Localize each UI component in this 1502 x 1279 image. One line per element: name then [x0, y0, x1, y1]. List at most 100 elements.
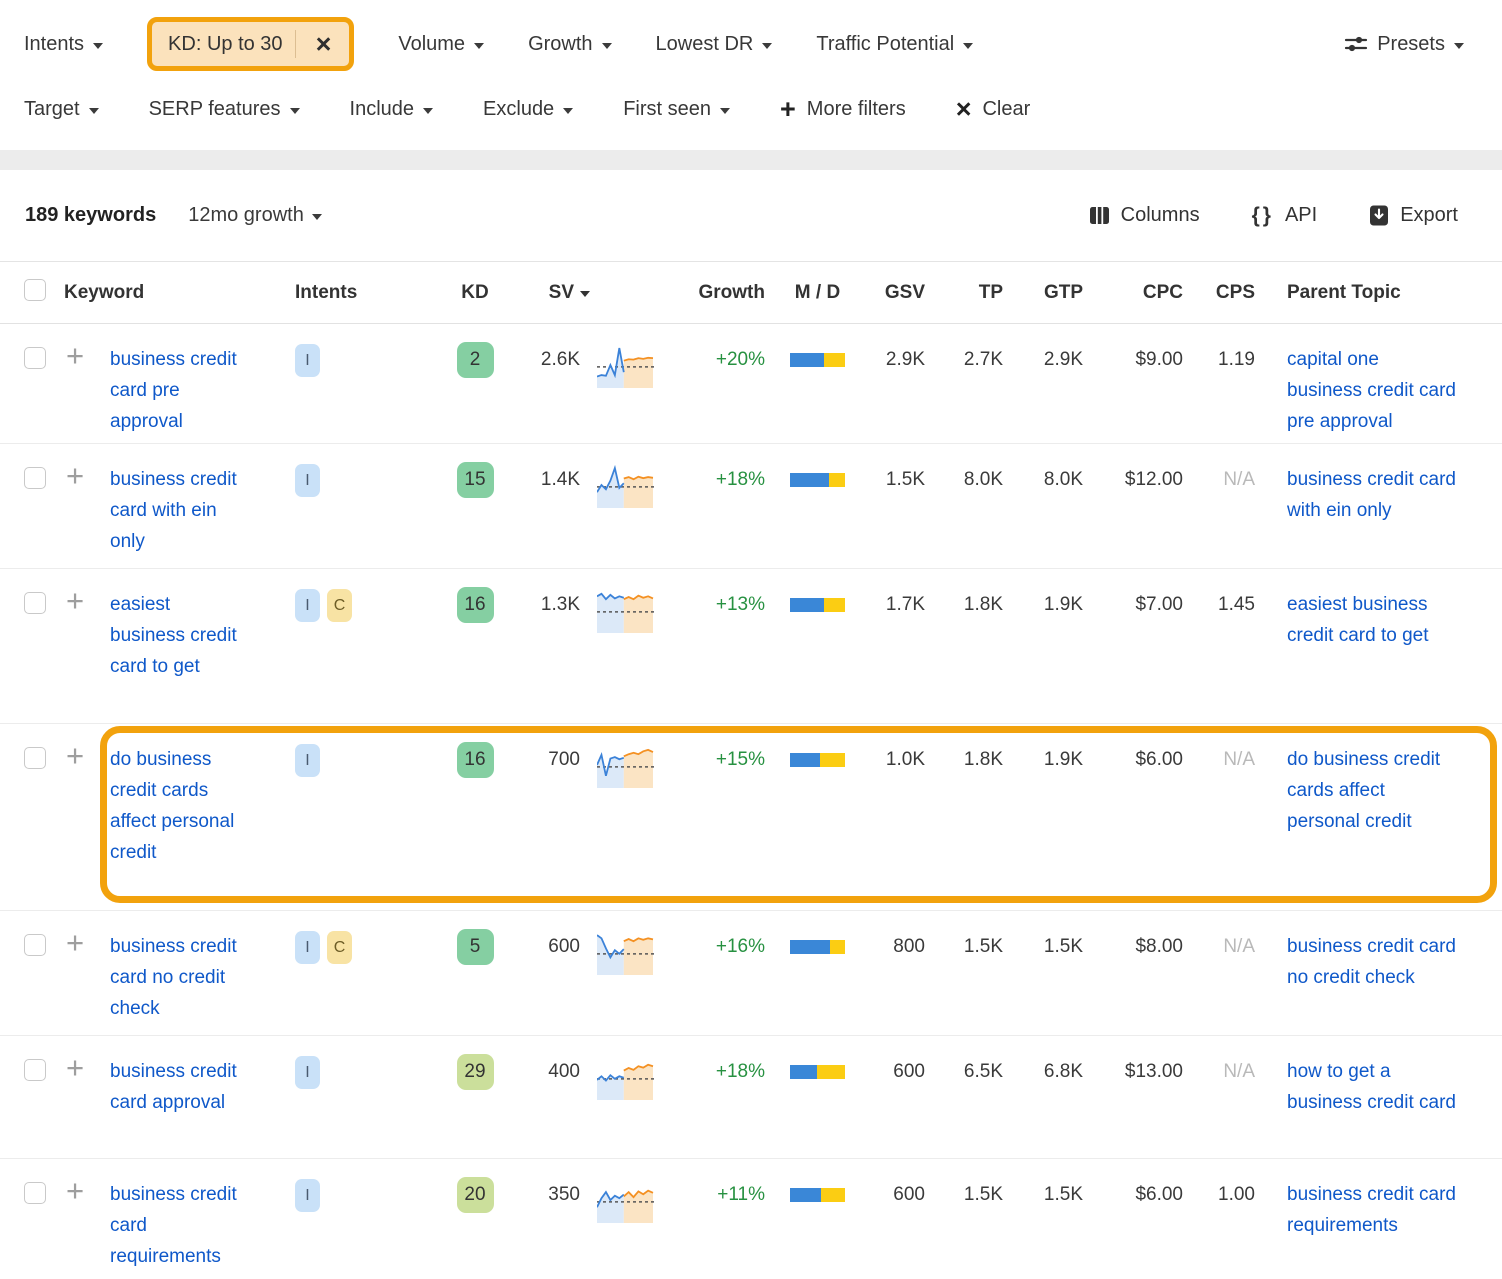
trend-sparkline — [590, 589, 670, 717]
row-checkbox[interactable] — [24, 467, 46, 489]
header-parent-topic[interactable]: Parent Topic — [1287, 281, 1401, 303]
parent-topic-link[interactable]: easiest business credit card to get — [1287, 594, 1429, 646]
keyword-link[interactable]: business credit card no credit check — [110, 936, 237, 1019]
trend-sparkline — [590, 344, 670, 437]
filter-growth-label: Growth — [528, 32, 593, 55]
select-all-checkbox[interactable] — [24, 278, 46, 301]
header-gsv[interactable]: GSV — [884, 281, 925, 303]
cpc-value: $13.00 — [1124, 1061, 1183, 1082]
filter-traffic-potential[interactable]: Traffic Potential — [816, 33, 974, 56]
add-keyword-button[interactable]: + — [66, 458, 85, 493]
desktop-share-segment — [830, 940, 846, 954]
presets-button[interactable]: Presets — [1344, 33, 1464, 56]
add-keyword-button[interactable]: + — [66, 1173, 85, 1208]
header-keyword[interactable]: Keyword — [64, 281, 145, 303]
parent-topic-link[interactable]: business credit card requirements — [1287, 1184, 1456, 1236]
add-keyword-button[interactable]: + — [66, 738, 85, 773]
header-cps[interactable]: CPS — [1215, 281, 1255, 303]
filter-target[interactable]: Target — [24, 98, 99, 121]
search-volume-value: 400 — [548, 1061, 580, 1082]
parent-topic-link[interactable]: how to get a business credit card — [1287, 1061, 1456, 1113]
row-checkbox[interactable] — [24, 934, 46, 956]
kd-chip-close-button[interactable]: × — [308, 31, 340, 58]
filter-exclude-label: Exclude — [483, 97, 555, 120]
parent-topic-link[interactable]: business credit card with ein only — [1287, 469, 1456, 521]
mobile-desktop-bar — [789, 353, 846, 367]
desktop-share-segment — [816, 1065, 846, 1079]
keyword-link[interactable]: easiest business credit card to get — [110, 594, 237, 677]
keyword-link[interactable]: do business credit cards affect personal… — [110, 749, 235, 863]
search-volume-value: 2.6K — [540, 349, 580, 370]
export-button[interactable]: Export — [1369, 204, 1458, 227]
row-checkbox[interactable] — [24, 347, 46, 369]
growth-value: +18% — [715, 1061, 765, 1082]
header-cpc[interactable]: CPC — [1142, 281, 1183, 303]
growth-mode-label: 12mo growth — [188, 204, 304, 226]
filter-include[interactable]: Include — [350, 98, 434, 121]
filter-serp-features[interactable]: SERP features — [149, 98, 300, 121]
row-checkbox[interactable] — [24, 1182, 46, 1204]
desktop-share-segment — [824, 598, 846, 612]
filter-first-seen[interactable]: First seen — [623, 98, 730, 121]
intent-badge-c: C — [327, 589, 352, 622]
filter-lowest-dr[interactable]: Lowest DR — [656, 33, 773, 56]
header-intents[interactable]: Intents — [295, 281, 358, 303]
header-md[interactable]: M / D — [794, 281, 841, 303]
keyword-link[interactable]: business credit card with ein only — [110, 469, 237, 552]
parent-topic-link[interactable]: capital one business credit card pre app… — [1287, 349, 1456, 432]
mobile-share-segment — [789, 1065, 817, 1079]
gsv-value: 1.5K — [885, 469, 925, 490]
filter-volume[interactable]: Volume — [398, 33, 485, 56]
more-filters-button[interactable]: + More filters — [780, 96, 906, 123]
cps-value: 1.45 — [1218, 594, 1255, 615]
add-keyword-button[interactable]: + — [66, 338, 85, 373]
kd-badge: 5 — [456, 929, 494, 965]
keyword-link[interactable]: business credit card approval — [110, 1061, 237, 1113]
gsv-value: 800 — [893, 936, 925, 957]
growth-mode-select[interactable]: 12mo growth — [188, 204, 322, 227]
growth-value: +18% — [715, 469, 765, 490]
table-row: + business credit card approval I 29 400… — [0, 1036, 1502, 1159]
gtp-value: 8.0K — [1043, 469, 1083, 490]
parent-topic-link[interactable]: do business credit cards affect personal… — [1287, 749, 1441, 832]
filter-growth[interactable]: Growth — [528, 32, 612, 56]
table-header-row: Keyword Intents KD SV Growth M / D GSV T… — [0, 262, 1502, 324]
row-checkbox[interactable] — [24, 1059, 46, 1081]
search-volume-value: 600 — [548, 936, 580, 957]
filter-exclude[interactable]: Exclude — [483, 97, 574, 121]
kd-filter-chip[interactable]: KD: Up to 30 × — [147, 17, 355, 71]
header-tp[interactable]: TP — [978, 281, 1003, 303]
tp-value: 8.0K — [963, 469, 1003, 490]
chevron-down-icon — [474, 42, 485, 49]
clear-filters-button[interactable]: × Clear — [955, 94, 1031, 124]
row-checkbox[interactable] — [24, 592, 46, 614]
add-keyword-button[interactable]: + — [66, 1050, 85, 1085]
gtp-value: 1.9K — [1043, 594, 1083, 615]
parent-topic-link[interactable]: business credit card no credit check — [1287, 936, 1456, 988]
trend-sparkline — [590, 1056, 670, 1152]
tp-value: 1.5K — [963, 1184, 1003, 1205]
header-kd[interactable]: KD — [461, 281, 489, 303]
filter-include-label: Include — [349, 97, 415, 120]
trend-sparkline — [590, 744, 670, 904]
add-keyword-button[interactable]: + — [66, 583, 85, 618]
cps-value: N/A — [1223, 749, 1255, 770]
row-checkbox[interactable] — [24, 747, 46, 769]
header-gtp[interactable]: GTP — [1043, 281, 1083, 303]
keyword-link[interactable]: business credit card requirements — [110, 1184, 237, 1267]
header-growth[interactable]: Growth — [698, 281, 766, 303]
search-volume-value: 1.4K — [540, 469, 580, 490]
columns-button[interactable]: Columns — [1089, 204, 1200, 227]
filter-intents[interactable]: Intents — [24, 33, 104, 56]
api-button[interactable]: {} API — [1252, 204, 1318, 228]
add-keyword-button[interactable]: + — [66, 925, 85, 960]
cps-value: N/A — [1223, 469, 1255, 490]
keyword-link[interactable]: business credit card pre approval — [110, 349, 237, 432]
header-sv[interactable]: SV — [510, 282, 590, 304]
desktop-share-segment — [828, 473, 846, 487]
columns-label: Columns — [1120, 204, 1200, 226]
close-icon: × — [955, 94, 972, 124]
table-row: + do business credit cards affect person… — [0, 724, 1502, 911]
